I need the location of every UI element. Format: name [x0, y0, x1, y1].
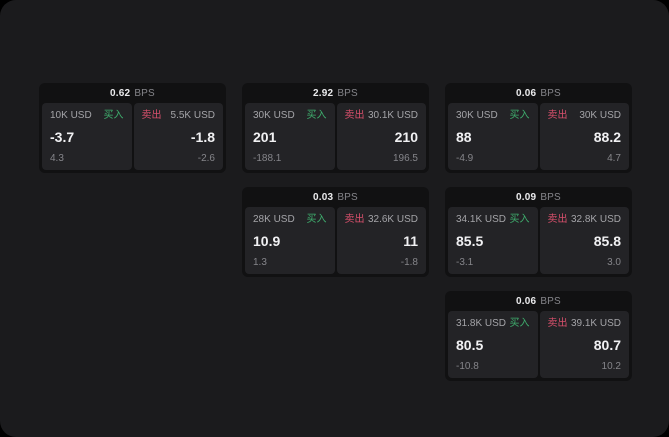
buy-size: 30K USD: [456, 110, 498, 121]
bps-unit-label: BPS: [337, 87, 358, 99]
buy-size: 28K USD: [253, 214, 295, 225]
sell-size: 30K USD: [579, 110, 621, 121]
buy-sub-value: -10.8: [456, 361, 479, 372]
sell-quote-panel[interactable]: 卖出 32.6K USD 11 -1.8: [336, 207, 426, 274]
quote-body: 30K USD 买入 88 -4.9 卖出 30K USD 88.2 4.7: [445, 103, 632, 173]
spread-value: 0.09: [516, 191, 537, 203]
quote-body: 31.8K USD 买入 80.5 -10.8 卖出 39.1K USD 80.…: [445, 311, 632, 381]
quote-card: 0.09 BPS 34.1K USD 买入 85.5 -3.1 卖出 32.8K…: [445, 187, 632, 277]
spread-value: 0.06: [516, 87, 537, 99]
buy-button[interactable]: 买入: [509, 214, 530, 225]
quote-card: 0.03 BPS 28K USD 买入 10.9 1.3 卖出 32.6K US…: [242, 187, 429, 277]
spread-value: 0.06: [516, 295, 537, 307]
spread-header: 2.92 BPS: [242, 83, 429, 103]
buy-size: 30K USD: [253, 110, 295, 121]
buy-button[interactable]: 买入: [306, 110, 327, 121]
buy-sub-value: -188.1: [253, 153, 282, 164]
spread-value: 0.62: [110, 87, 131, 99]
buy-sub-value: -4.9: [456, 153, 474, 164]
sell-quote-panel[interactable]: 卖出 30K USD 88.2 4.7: [539, 103, 629, 170]
sell-sub-value: -1.8: [400, 257, 418, 268]
buy-quote-panel[interactable]: 30K USD 买入 88 -4.9: [448, 103, 538, 170]
bps-unit-label: BPS: [337, 191, 358, 203]
sell-button[interactable]: 卖出: [547, 214, 568, 225]
buy-quote-panel[interactable]: 28K USD 买入 10.9 1.3: [245, 207, 335, 274]
buy-quote-panel[interactable]: 10K USD 买入 -3.7 4.3: [42, 103, 132, 170]
sell-button[interactable]: 卖出: [141, 110, 162, 121]
sell-price: 88.2: [593, 128, 621, 145]
spread-value: 0.03: [313, 191, 334, 203]
spread-header: 0.06 BPS: [445, 83, 632, 103]
buy-quote-panel[interactable]: 31.8K USD 买入 80.5 -10.8: [448, 311, 538, 378]
sell-quote-panel[interactable]: 卖出 5.5K USD -1.8 -2.6: [133, 103, 223, 170]
quote-body: 10K USD 买入 -3.7 4.3 卖出 5.5K USD -1.8 -2.…: [39, 103, 226, 173]
sell-price: -1.8: [190, 128, 215, 145]
buy-button[interactable]: 买入: [509, 318, 530, 329]
buy-price: 10.9: [253, 232, 281, 249]
buy-size: 34.1K USD: [456, 214, 507, 225]
bps-unit-label: BPS: [540, 87, 561, 99]
sell-sub-value: 4.7: [607, 153, 621, 164]
buy-price: 88: [456, 128, 472, 145]
quote-body: 30K USD 买入 201 -188.1 卖出 30.1K USD 210 1…: [242, 103, 429, 173]
sell-sub-value: 196.5: [392, 153, 418, 164]
buy-button[interactable]: 买入: [103, 110, 124, 121]
sell-button[interactable]: 卖出: [344, 214, 365, 225]
sell-price: 11: [403, 232, 418, 249]
quote-grid: 0.62 BPS 10K USD 买入 -3.7 4.3 卖出 5.5K USD: [39, 83, 632, 381]
quote-card: 0.06 BPS 31.8K USD 买入 80.5 -10.8 卖出 39.1…: [445, 291, 632, 381]
sell-size: 30.1K USD: [367, 110, 418, 121]
buy-size: 31.8K USD: [456, 318, 507, 329]
quote-card: 0.06 BPS 30K USD 买入 88 -4.9 卖出 30K USD: [445, 83, 632, 173]
sell-sub-value: 3.0: [607, 257, 621, 268]
bps-unit-label: BPS: [540, 191, 561, 203]
sell-sub-value: -2.6: [197, 153, 215, 164]
quote-card: 0.62 BPS 10K USD 买入 -3.7 4.3 卖出 5.5K USD: [39, 83, 226, 173]
spread-header: 0.09 BPS: [445, 187, 632, 207]
sell-size: 39.1K USD: [570, 318, 621, 329]
sell-price: 80.7: [593, 336, 621, 353]
sell-size: 5.5K USD: [170, 110, 215, 121]
quote-body: 28K USD 买入 10.9 1.3 卖出 32.6K USD 11 -1.8: [242, 207, 429, 277]
spread-value: 2.92: [313, 87, 334, 99]
sell-quote-panel[interactable]: 卖出 39.1K USD 80.7 10.2: [539, 311, 629, 378]
buy-price: 85.5: [456, 232, 484, 249]
buy-quote-panel[interactable]: 34.1K USD 买入 85.5 -3.1: [448, 207, 538, 274]
buy-quote-panel[interactable]: 30K USD 买入 201 -188.1: [245, 103, 335, 170]
sell-quote-panel[interactable]: 卖出 30.1K USD 210 196.5: [336, 103, 426, 170]
sell-button[interactable]: 卖出: [344, 110, 365, 121]
buy-button[interactable]: 买入: [509, 110, 530, 121]
buy-sub-value: 4.3: [50, 153, 64, 164]
spread-header: 0.03 BPS: [242, 187, 429, 207]
buy-button[interactable]: 买入: [306, 214, 327, 225]
sell-button[interactable]: 卖出: [547, 318, 568, 329]
buy-price: 201: [253, 128, 277, 145]
quote-body: 34.1K USD 买入 85.5 -3.1 卖出 32.8K USD 85.8…: [445, 207, 632, 277]
sell-quote-panel[interactable]: 卖出 32.8K USD 85.8 3.0: [539, 207, 629, 274]
sell-button[interactable]: 卖出: [547, 110, 568, 121]
spread-header: 0.62 BPS: [39, 83, 226, 103]
sell-sub-value: 10.2: [601, 361, 621, 372]
sell-price: 210: [394, 128, 418, 145]
sell-size: 32.6K USD: [367, 214, 418, 225]
quote-card: 2.92 BPS 30K USD 买入 201 -188.1 卖出 30.1K …: [242, 83, 429, 173]
spread-header: 0.06 BPS: [445, 291, 632, 311]
sell-price: 85.8: [593, 232, 621, 249]
buy-sub-value: 1.3: [253, 257, 267, 268]
buy-price: 80.5: [456, 336, 484, 353]
buy-size: 10K USD: [50, 110, 92, 121]
buy-price: -3.7: [50, 128, 75, 145]
buy-sub-value: -3.1: [456, 257, 474, 268]
sell-size: 32.8K USD: [570, 214, 621, 225]
bps-unit-label: BPS: [540, 295, 561, 307]
bps-unit-label: BPS: [134, 87, 155, 99]
